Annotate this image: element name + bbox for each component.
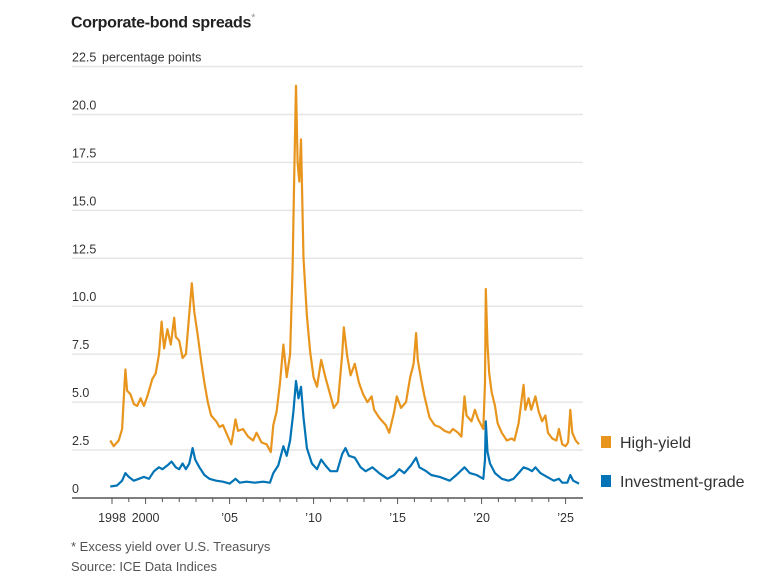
y-tick-label: 7.5 [72,338,89,352]
legend-label-investment-grade: Investment-grade [620,474,745,491]
y-axis-unit: percentage points [102,51,201,65]
x-tick-label: ’05 [221,511,238,525]
legend-swatch-investment-grade [601,475,611,487]
y-tick-label: 17.5 [72,146,96,160]
chart-title-text: Corporate-bond spreads [71,14,252,32]
footnote: * Excess yield over U.S. Treasurys [71,539,271,554]
x-tick-label: 1998 [98,511,126,525]
x-tick-label: ’15 [389,511,406,525]
y-tick-label: 15.0 [72,194,96,208]
title-footnote-marker: * [251,12,256,24]
y-tick-label: 20.0 [72,98,96,112]
y-tick-label: 10.0 [72,290,96,304]
x-tick-label: ’20 [473,511,490,525]
y-tick-label: 5.0 [72,386,89,400]
y-tick-label: 2.5 [72,434,89,448]
series-line-high-yield [109,84,580,454]
x-tick-label: ’10 [305,511,322,525]
y-tick-label: 12.5 [72,242,96,256]
y-tick-label: 0 [72,482,79,496]
chart-title: Corporate-bond spreads* [71,12,255,32]
source-note: Source: ICE Data Indices [71,559,217,574]
y-tick-label: 22.5 [72,51,96,65]
legend-label-high-yield: High-yield [620,435,691,452]
x-tick-label: 2000 [132,511,160,525]
series-line-investment-grade [110,379,580,488]
x-tick-label: ’25 [557,511,574,525]
legend-swatch-high-yield [601,436,611,448]
